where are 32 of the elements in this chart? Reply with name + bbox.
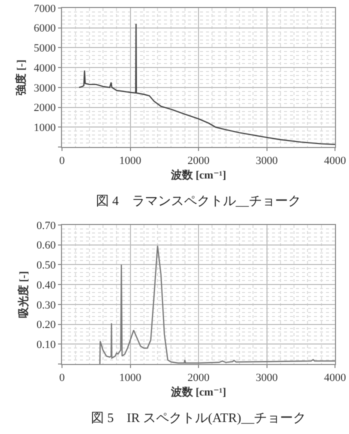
y-tick-label: 0.10 <box>36 338 56 351</box>
y-tick-label: 0.50 <box>36 260 56 272</box>
y-tick-label: 6000 <box>34 22 56 35</box>
x-tick-label: 2000 <box>188 372 210 384</box>
y-tick-label: 0.40 <box>36 279 56 292</box>
caption: 図 4 ラマンスペクトル__チョーク <box>96 193 301 208</box>
x-tick-label: 2000 <box>188 155 210 168</box>
y-tick-label: 4000 <box>34 62 56 74</box>
y-tick-label: 5000 <box>34 42 56 55</box>
y-tick-label: 0.20 <box>36 319 56 332</box>
y-axis-title: 吸光度 [-] <box>17 271 30 318</box>
caption: 図 5 IR スペクトル(ATR)__チョーク <box>91 410 306 425</box>
y-tick-label: 2000 <box>34 102 56 114</box>
y-axis-title: 強度 [-] <box>14 60 28 96</box>
y-tick-label: 0.70 <box>36 220 56 232</box>
x-tick-label: 3000 <box>256 155 278 168</box>
x-tick-label: 3000 <box>256 372 278 384</box>
x-axis-title: 波数 [cm⁻¹] <box>170 168 226 182</box>
x-tick-label: 4000 <box>324 155 346 168</box>
y-tick-label: 3000 <box>34 82 56 94</box>
x-tick-label: 0 <box>59 155 66 168</box>
y-tick-label: 7000 <box>34 2 56 15</box>
x-tick-label: 0 <box>59 372 66 384</box>
x-tick-label: 4000 <box>324 372 346 384</box>
y-tick-label: 1000 <box>34 122 56 134</box>
line-series <box>99 245 335 364</box>
x-tick-label: 1000 <box>119 372 142 384</box>
line-series <box>78 23 335 146</box>
x-axis-title: 波数 [cm⁻¹] <box>170 385 226 398</box>
y-tick-label: 0.60 <box>36 240 56 252</box>
y-tick-label: 0.30 <box>36 299 56 312</box>
x-tick-label: 1000 <box>119 155 142 168</box>
